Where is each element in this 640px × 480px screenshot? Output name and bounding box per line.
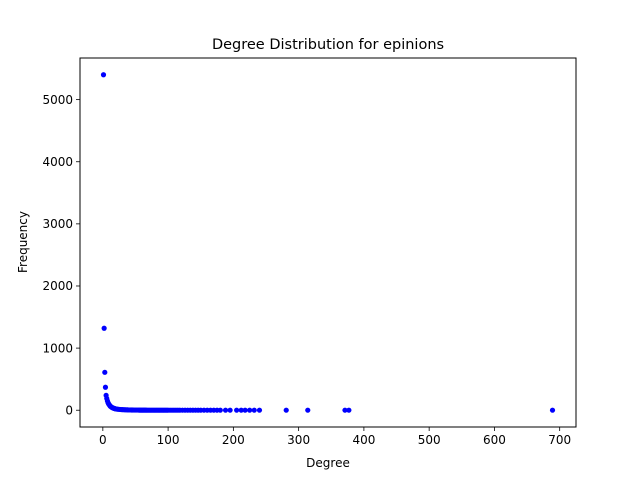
- y-tick-label: 0: [65, 403, 73, 417]
- x-tick-label: 500: [418, 433, 441, 447]
- data-point: [283, 407, 289, 413]
- y-tick-label: 2000: [42, 279, 73, 293]
- x-axis-label: Degree: [306, 456, 350, 470]
- data-point: [342, 407, 348, 413]
- chart-title: Degree Distribution for epinions: [212, 37, 444, 53]
- data-point: [247, 407, 253, 413]
- data-point: [227, 407, 233, 413]
- data-point: [102, 384, 109, 390]
- data-point: [217, 407, 223, 413]
- y-tick-label: 4000: [42, 155, 73, 169]
- x-tick-label: 100: [157, 433, 180, 447]
- y-tick-label: 1000: [42, 341, 73, 355]
- data-point: [305, 407, 311, 413]
- data-point: [346, 407, 352, 413]
- data-point: [222, 407, 229, 413]
- data-point: [251, 407, 257, 413]
- x-tick-label: 300: [287, 433, 310, 447]
- data-point: [238, 407, 244, 413]
- x-tick-label: 700: [548, 433, 571, 447]
- x-tick-label: 600: [483, 433, 506, 447]
- data-point: [242, 407, 248, 413]
- y-tick-label: 3000: [42, 217, 73, 231]
- y-axis-label: Frequency: [16, 211, 30, 273]
- x-tick-label: 0: [99, 433, 107, 447]
- data-point: [549, 407, 556, 413]
- x-axis-ticks: 0 100 200 300 400 500 600 700: [99, 427, 571, 447]
- data-point: [102, 369, 108, 375]
- data-point: [256, 407, 263, 413]
- y-tick-label: 5000: [42, 93, 73, 107]
- data-point: [234, 407, 240, 413]
- x-tick-label: 200: [222, 433, 245, 447]
- y-axis-ticks: 0 1000 2000 3000 4000 5000: [42, 93, 80, 417]
- data-point: [100, 72, 107, 78]
- x-tick-label: 400: [352, 433, 375, 447]
- data-points: [100, 72, 556, 413]
- data-point: [101, 325, 107, 331]
- plot-frame: [79, 57, 577, 428]
